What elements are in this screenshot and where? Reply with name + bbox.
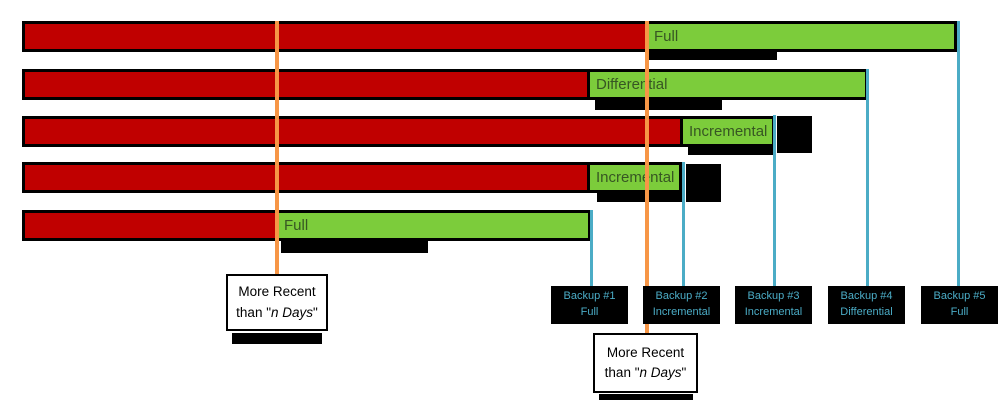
backup5-name: Backup #5: [933, 290, 986, 303]
connector-line-backup4: [866, 69, 869, 286]
row3-shadow-bottom: [688, 146, 775, 155]
backup2-label-box: Backup #2 Incremental: [643, 286, 720, 324]
row1-green-recent-segment: Full: [645, 21, 957, 52]
callout-left-shadow: [232, 333, 322, 344]
timeline-row-1: Full: [22, 21, 957, 52]
threshold-line-right: [645, 21, 649, 333]
backup4-type: Differential: [840, 306, 893, 318]
row5-shadow: [281, 241, 428, 253]
connector-line-backup3: [773, 115, 776, 286]
callout-right-line1: More Recent: [606, 344, 685, 360]
row4-segment-label: Incremental: [596, 169, 675, 186]
callout-left-line2: than "n Days": [236, 304, 318, 320]
backup2-name: Backup #2: [655, 290, 708, 303]
row2-green-recent-segment: Differential: [587, 69, 868, 100]
callout-more-recent-right: More Recent than "n Days": [593, 333, 698, 393]
threshold-line-left: [275, 21, 279, 274]
backup4-name: Backup #4: [840, 290, 893, 303]
connector-line-backup1: [590, 210, 593, 286]
connector-line-backup2: [682, 162, 685, 286]
row2-segment-label: Differential: [596, 76, 668, 93]
row4-shadow-right: [686, 164, 721, 202]
timeline-row-2: Differential: [22, 69, 868, 100]
backup3-type: Incremental: [744, 306, 803, 318]
backup3-name: Backup #3: [747, 290, 800, 303]
row5-green-recent-segment: Full: [275, 210, 591, 241]
row3-segment-label: Incremental: [689, 123, 768, 140]
row1-segment-label: Full: [654, 28, 679, 45]
row4-green-recent-segment: Incremental: [587, 162, 682, 193]
row3-shadow-right: [777, 116, 812, 153]
callout-right-shadow: [599, 394, 693, 400]
callout-right-line2: than "n Days": [604, 365, 687, 380]
connector-line-backup5: [957, 21, 960, 286]
timeline-row-4: Incremental: [22, 162, 682, 193]
timeline-row-3: Incremental: [22, 116, 775, 147]
backup5-label-box: Backup #5 Full: [921, 286, 998, 324]
row3-green-recent-segment: Incremental: [680, 116, 775, 147]
timeline-row-5: Full: [22, 210, 591, 241]
backup4-label-box: Backup #4 Differential: [828, 286, 905, 324]
backup5-type: Full: [950, 306, 969, 318]
callout-left-line1: More Recent: [238, 284, 316, 300]
backup1-type: Full: [580, 306, 599, 318]
backup1-name: Backup #1: [563, 290, 616, 303]
row4-shadow-bottom: [597, 193, 682, 202]
backup2-type: Incremental: [652, 306, 711, 318]
backup1-label-box: Backup #1 Full: [551, 286, 628, 324]
row2-shadow: [595, 100, 722, 110]
row5-segment-label: Full: [284, 217, 309, 234]
backup3-label-box: Backup #3 Incremental: [735, 286, 812, 324]
callout-more-recent-left: More Recent than "n Days": [226, 274, 328, 331]
row1-shadow: [648, 52, 777, 60]
